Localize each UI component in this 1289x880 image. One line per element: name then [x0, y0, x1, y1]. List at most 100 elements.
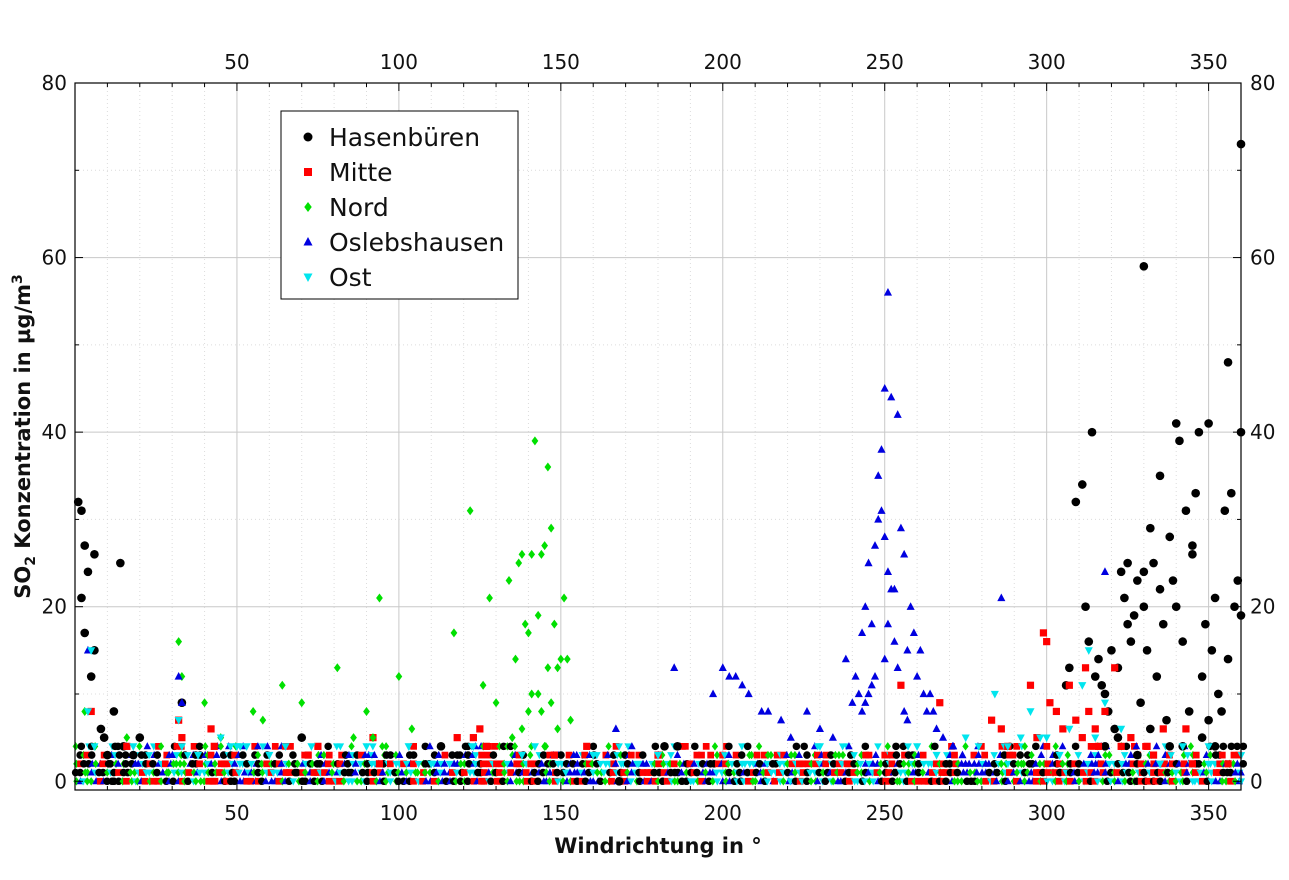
dense-band-point	[293, 768, 301, 777]
dense-band-point	[681, 742, 689, 750]
dense-band-point	[163, 751, 171, 759]
dense-band-point	[202, 742, 209, 751]
dense-band-point	[888, 760, 896, 768]
dense-band-point	[530, 760, 538, 768]
dense-band-point	[565, 751, 573, 759]
y-tick-label-left: 40	[42, 420, 67, 444]
dense-band-point	[1121, 777, 1129, 786]
dense-band-point	[1004, 760, 1012, 769]
data-point	[1171, 419, 1181, 428]
dense-band-point	[639, 769, 647, 776]
dense-band-point	[153, 768, 161, 777]
data-point	[903, 715, 912, 724]
dense-band-point	[932, 769, 940, 777]
dense-band-point	[1064, 750, 1071, 760]
dense-band-point	[223, 777, 230, 785]
dense-band-point	[478, 751, 485, 759]
dense-band-point	[896, 769, 905, 777]
dense-band-point	[634, 760, 643, 769]
data-point	[249, 706, 257, 716]
dense-band-point	[799, 760, 807, 768]
x-tick-label-top: 150	[542, 50, 580, 74]
data-point	[997, 593, 1006, 602]
data-point	[1091, 725, 1099, 733]
y-tick-label-right: 80	[1250, 71, 1275, 95]
data-point	[958, 750, 967, 759]
dense-band-point	[445, 760, 454, 769]
dense-band-point	[247, 777, 255, 785]
data-point	[482, 742, 490, 750]
data-point	[375, 760, 384, 768]
dense-band-point	[985, 768, 994, 777]
dense-band-point	[353, 777, 361, 786]
dense-band-point	[440, 759, 449, 767]
dense-band-point	[87, 768, 96, 776]
dense-band-point	[99, 760, 107, 768]
data-point	[883, 567, 893, 575]
dense-band-point	[953, 768, 962, 777]
dense-band-point	[827, 751, 835, 759]
data-point	[887, 392, 896, 401]
data-point	[476, 725, 484, 733]
data-point	[174, 717, 183, 725]
dense-band-point	[1167, 752, 1175, 760]
dense-band-point	[901, 751, 908, 759]
data-point	[1145, 523, 1155, 533]
dense-band-point	[713, 778, 722, 786]
data-point	[1126, 637, 1136, 646]
dense-band-point	[850, 752, 858, 760]
data-point	[1162, 715, 1171, 725]
data-point	[175, 637, 183, 647]
dense-band-point	[709, 768, 717, 776]
data-point	[80, 628, 90, 638]
data-point	[281, 743, 290, 751]
data-point	[1214, 689, 1223, 699]
dense-band-point	[642, 759, 651, 767]
data-point	[1065, 725, 1074, 734]
dense-band-point	[254, 742, 262, 750]
y-tick-label-right: 60	[1250, 246, 1275, 270]
data-point	[1182, 725, 1190, 733]
data-point	[333, 663, 341, 673]
data-point	[178, 734, 186, 742]
dense-band-point	[1216, 760, 1224, 768]
legend: Hasenbüren Mitte Nord Oslebshausen Ost	[280, 110, 519, 300]
data-point	[201, 698, 208, 708]
dense-band-point	[1037, 750, 1046, 759]
dense-band-point	[235, 769, 243, 777]
y-axis-title: SO2 Konzentration in µg/m3	[10, 274, 39, 598]
dense-band-point	[800, 742, 808, 751]
data-points	[73, 139, 1246, 786]
dense-band-point	[345, 750, 353, 759]
data-point	[528, 689, 536, 699]
dense-band-point	[400, 760, 407, 768]
data-point	[73, 497, 83, 507]
dense-band-point	[239, 751, 247, 759]
dense-band-point	[1129, 760, 1137, 768]
dense-band-point	[822, 760, 830, 768]
dense-band-point	[259, 743, 267, 751]
data-point	[1194, 427, 1204, 437]
dense-band-point	[1009, 751, 1017, 759]
dense-band-point	[1055, 760, 1063, 768]
data-point	[919, 689, 928, 698]
dense-band-point	[1023, 751, 1032, 759]
dense-band-point	[733, 760, 741, 768]
data-point	[1155, 760, 1165, 769]
dense-band-point	[621, 777, 629, 785]
dense-band-point	[143, 742, 152, 750]
data-point	[867, 680, 876, 689]
dense-band-point	[993, 768, 1001, 777]
dense-band-point	[1106, 750, 1113, 760]
data-point	[80, 541, 90, 550]
dense-band-point	[1074, 768, 1082, 777]
dense-band-point	[378, 768, 387, 776]
dense-band-point	[325, 751, 333, 759]
dense-band-point	[211, 777, 219, 785]
dense-band-point	[1102, 750, 1109, 760]
data-point	[123, 742, 131, 750]
dense-band-point	[448, 769, 456, 776]
data-point	[86, 672, 96, 681]
dense-band-point	[919, 768, 926, 777]
